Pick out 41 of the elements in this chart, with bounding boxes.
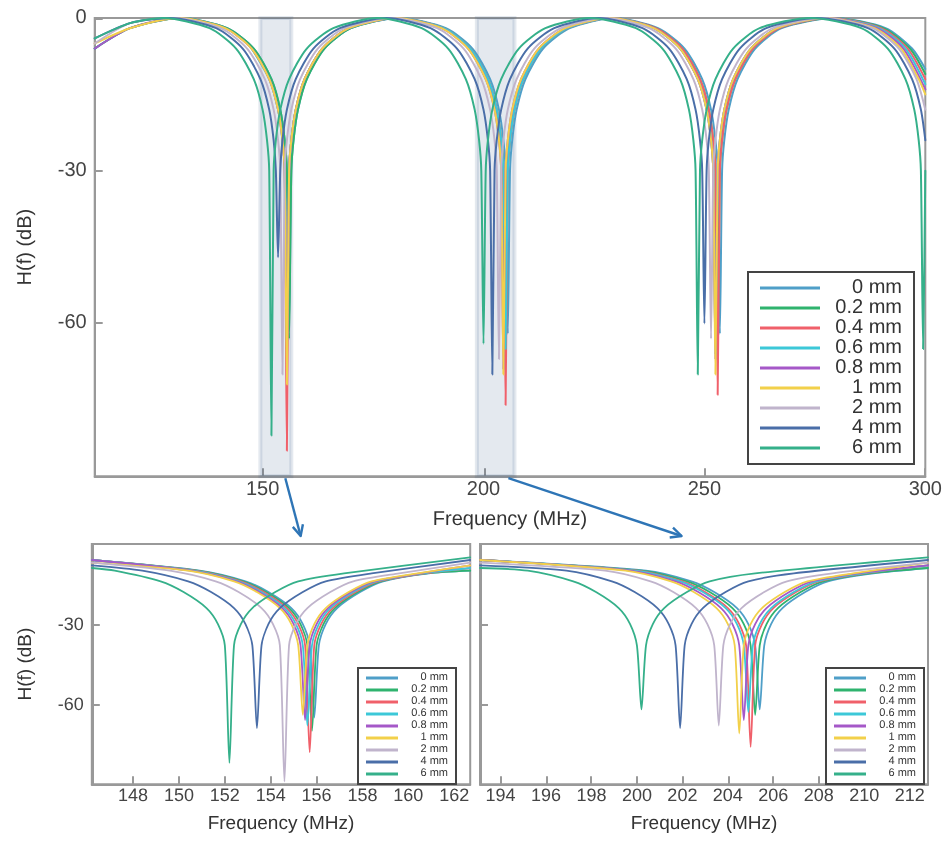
x-tick-label: 300: [908, 479, 943, 502]
x-tick-label: 250: [687, 479, 722, 502]
x-axis-title: Frequency (MHz): [630, 813, 778, 835]
legend-label: 0.2 mm: [835, 297, 902, 319]
x-tick-label: 160: [393, 785, 424, 806]
x-tick-label: 152: [209, 785, 240, 806]
legend-label: 0.8 mm: [835, 357, 902, 379]
legend-label: 1 mm: [852, 377, 902, 399]
x-tick-label: 204: [712, 785, 743, 806]
x-tick-label: 148: [118, 785, 149, 806]
legend-label: 0.4 mm: [835, 317, 902, 339]
legend-label: 6 mm: [852, 437, 902, 459]
x-tick-label: 212: [894, 785, 925, 806]
x-tick-label: 198: [576, 785, 607, 806]
x-axis-title: Frequency (MHz): [207, 813, 355, 835]
x-axis-title: Frequency (MHz): [432, 509, 588, 531]
x-tick-label: 158: [347, 785, 378, 806]
x-tick-label: 150: [163, 785, 194, 806]
x-tick-label: 202: [667, 785, 698, 806]
y-tick-label: -30: [57, 614, 84, 635]
x-tick-label: 162: [439, 785, 470, 806]
y-tick-label: -30: [57, 159, 88, 182]
x-tick-label: 210: [849, 785, 880, 806]
x-tick-label: 208: [803, 785, 834, 806]
x-tick-label: 156: [301, 785, 332, 806]
x-tick-label: 200: [621, 785, 652, 806]
y-axis-title: H(f) (dB): [15, 627, 37, 701]
y-axis-title: H(f) (dB): [15, 208, 37, 286]
legend-label: 0 mm: [852, 277, 902, 299]
y-tick-label: 0: [75, 7, 88, 29]
legend-label: 4 mm: [852, 417, 902, 439]
y-tick-label: -60: [57, 312, 88, 335]
x-tick-label: 150: [245, 479, 281, 502]
legend-label: 0.6 mm: [835, 337, 902, 359]
legend-label: 2 mm: [852, 397, 902, 419]
x-tick-label: 206: [758, 785, 789, 806]
x-tick-label: 196: [530, 785, 561, 806]
x-tick-label: 200: [466, 479, 502, 502]
x-tick-label: 154: [255, 785, 286, 806]
x-tick-label: 194: [485, 785, 516, 806]
y-tick-label: -60: [57, 694, 84, 715]
